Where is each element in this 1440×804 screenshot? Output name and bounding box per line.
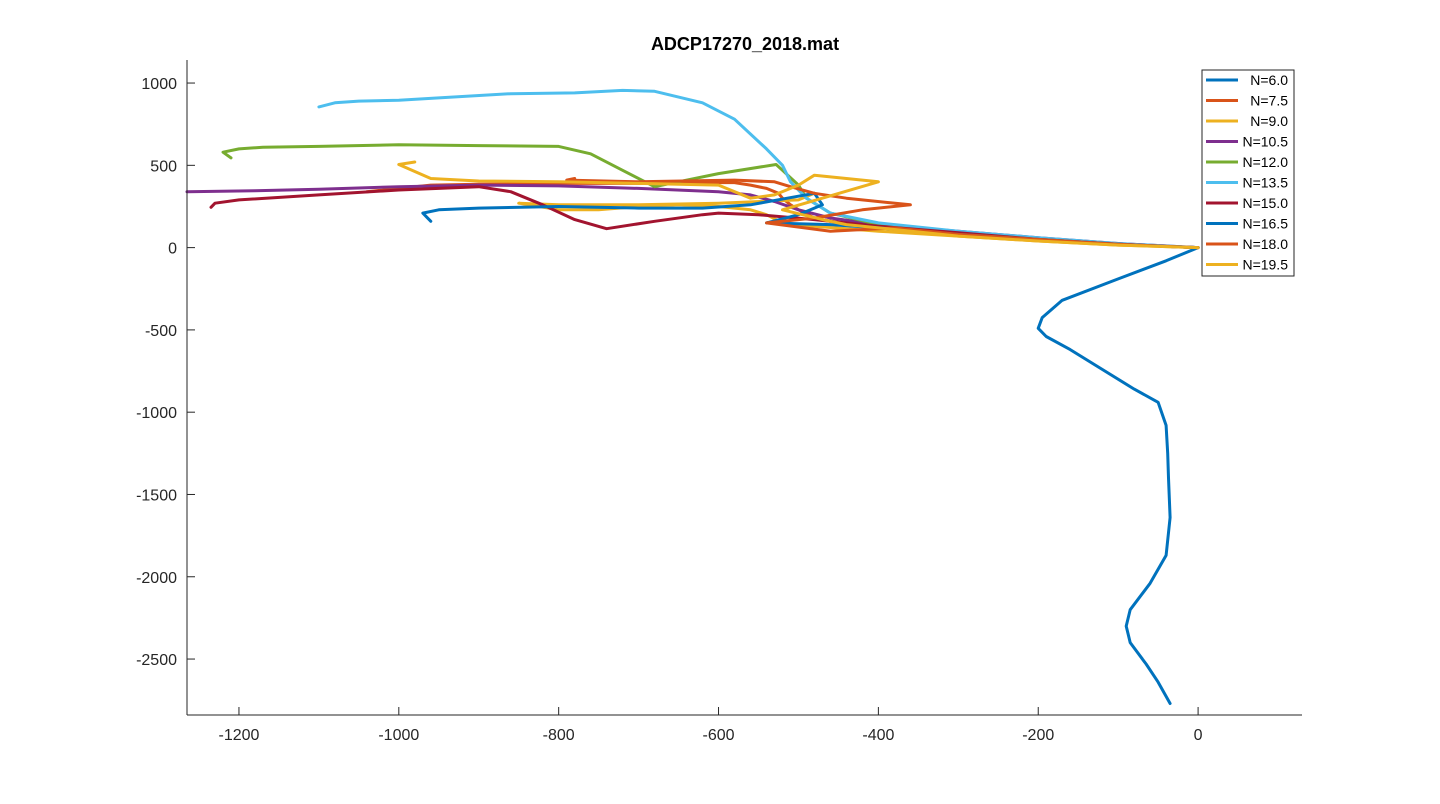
x-tick-label: -1000 <box>378 727 419 744</box>
legend-entry-label: N=6.0 <box>1250 72 1288 88</box>
legend-box <box>1201 69 1295 277</box>
legend-entry-label: N=10.5 <box>1242 134 1288 150</box>
series-line-9 <box>565 177 1200 250</box>
legend-entry-label: N=19.5 <box>1242 257 1288 273</box>
y-tick-label: -500 <box>145 323 177 340</box>
y-ticks: 1000 500 0 -500 -1000 -1500 -2000 -2500 <box>136 76 195 669</box>
series-line-10 <box>397 160 1200 250</box>
x-tick-label: -600 <box>703 727 735 744</box>
x-tick-label: 0 <box>1194 727 1203 744</box>
chart-title: ADCP17270_2018.mat <box>651 34 839 54</box>
legend-entry-label: N=13.5 <box>1242 175 1288 191</box>
y-tick-label: -2500 <box>136 652 177 669</box>
legend-entry-label: N=9.0 <box>1250 113 1288 129</box>
legend-entry-label: N=18.0 <box>1242 236 1288 252</box>
legend-entry-label: N=16.5 <box>1242 216 1288 232</box>
y-tick-label: 1000 <box>141 76 177 93</box>
y-tick-label: 500 <box>150 158 177 175</box>
x-tick-label: -1200 <box>218 727 259 744</box>
x-tick-label: -400 <box>862 727 894 744</box>
y-tick-label: 0 <box>168 241 177 258</box>
y-tick-label: -2000 <box>136 570 177 587</box>
series-line-1 <box>1036 246 1200 705</box>
x-tick-label: -800 <box>543 727 575 744</box>
x-tick-label: -200 <box>1022 727 1054 744</box>
legend: N=6.0 N=7.5 N=9.0 N=10.5 N=12.0 N=13.5 N=15.0 N… <box>1201 69 1295 277</box>
y-tick-label: -1000 <box>136 405 177 422</box>
y-tick-label: -1500 <box>136 487 177 504</box>
x-ticks: -1200 -1000 -800 -600 -400 -200 0 <box>218 707 1203 744</box>
legend-entry-label: N=15.0 <box>1242 195 1288 211</box>
legend-entry-label: N=12.0 <box>1242 154 1288 170</box>
legend-entry-label: N=7.5 <box>1250 93 1288 109</box>
series-line-6 <box>317 88 1200 250</box>
plot-lines <box>185 88 1200 705</box>
axes <box>186 60 1302 716</box>
